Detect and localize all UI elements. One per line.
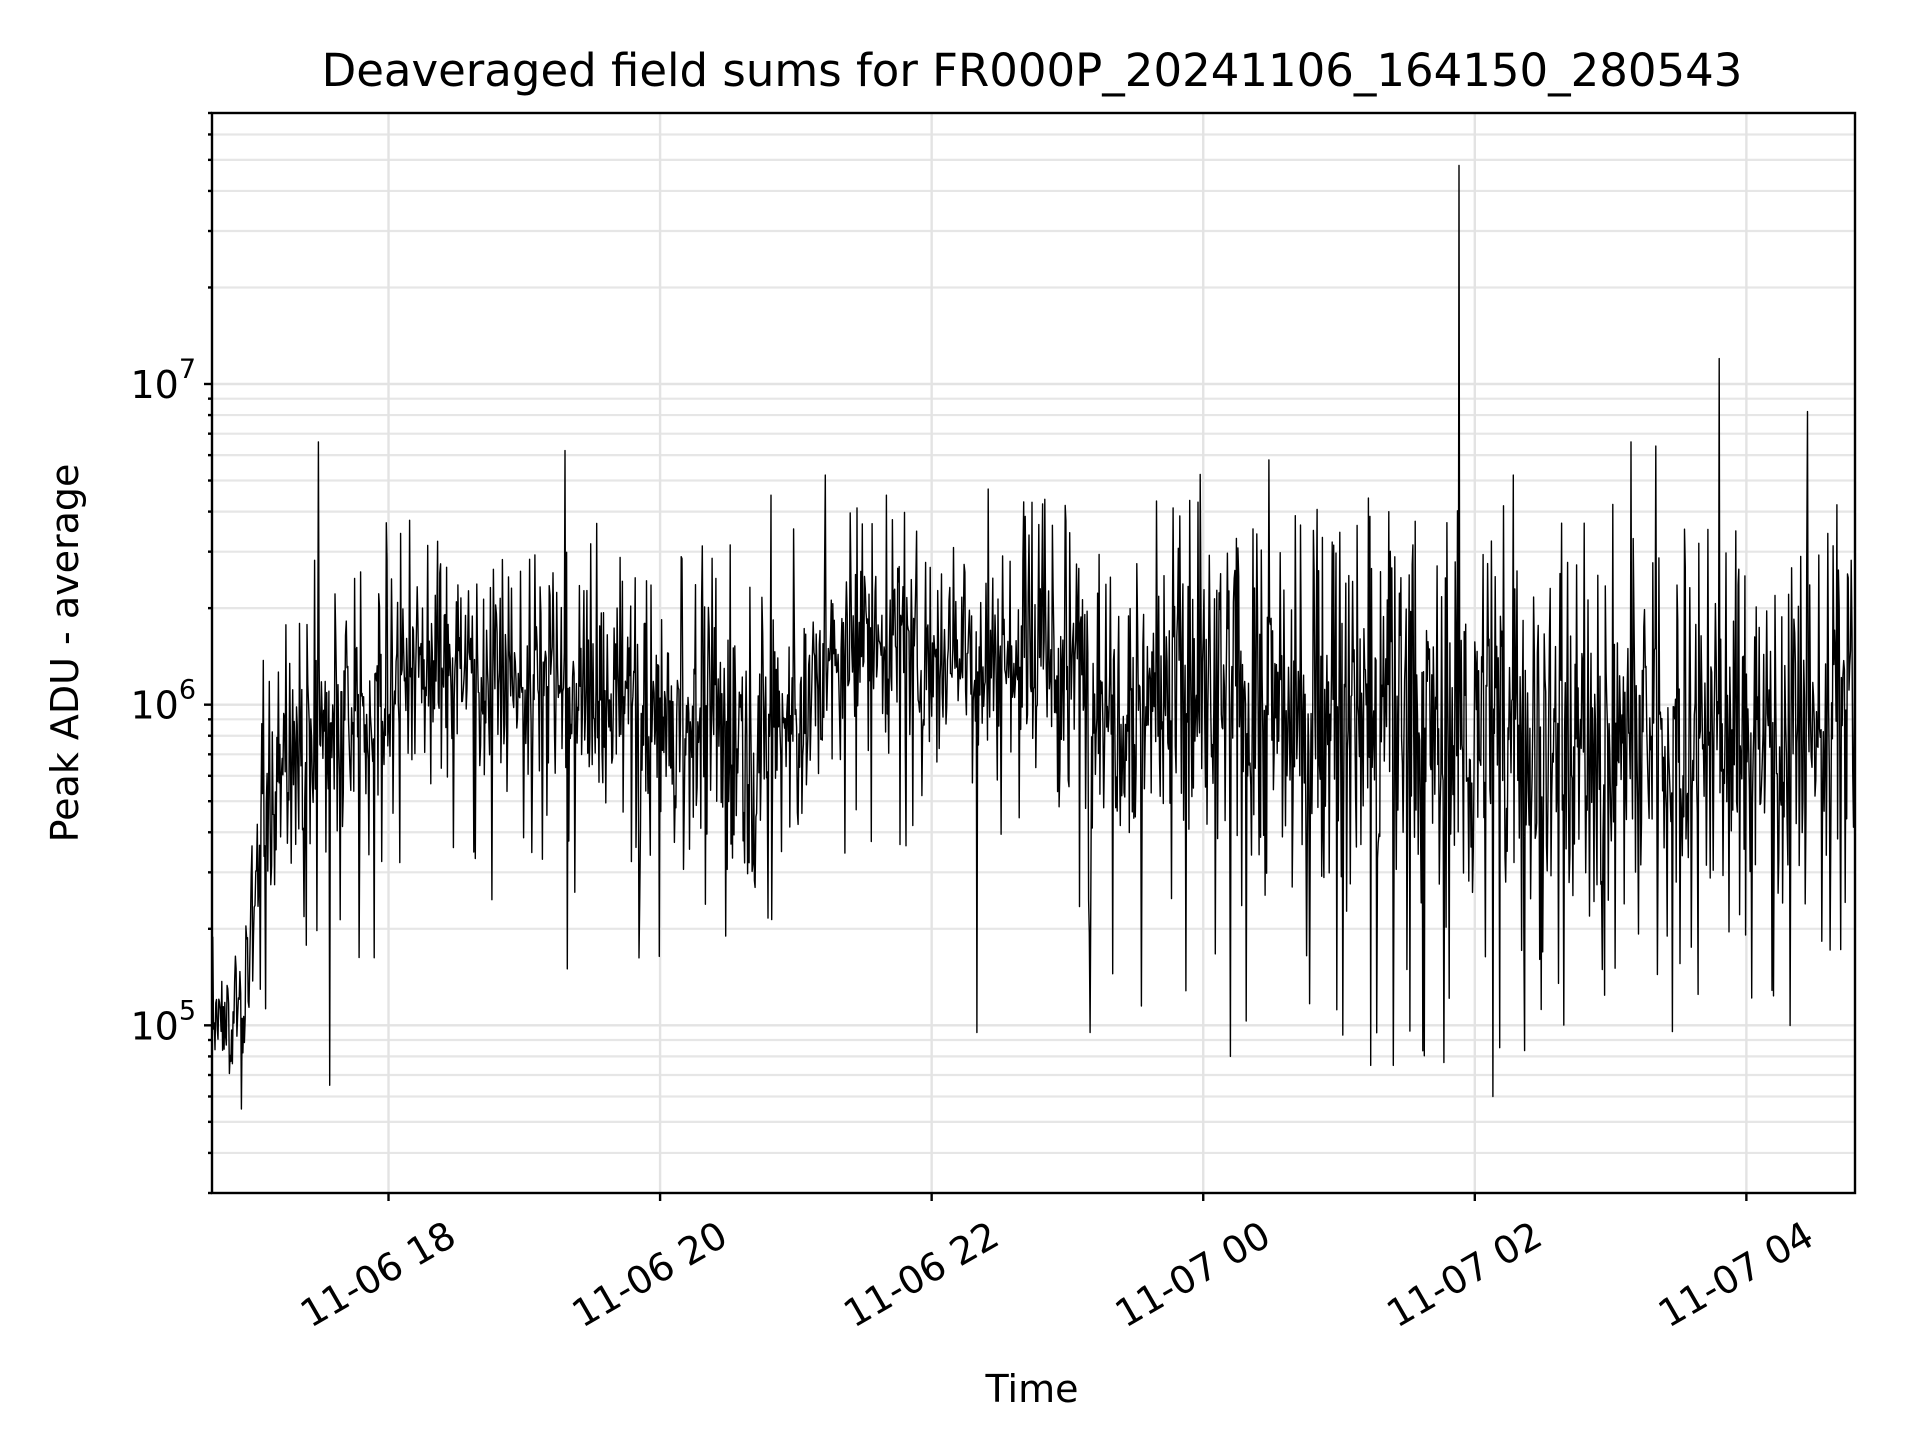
plot-area bbox=[211, 164, 1856, 1110]
y-tick-label: 105 bbox=[130, 995, 196, 1048]
grid bbox=[212, 111, 1855, 1195]
y-tick-exponent: 6 bbox=[179, 675, 196, 706]
plot-frame bbox=[210, 111, 1857, 1195]
y-tick-exponent: 7 bbox=[179, 354, 196, 385]
y-tick-base: 10 bbox=[130, 363, 178, 407]
series-line bbox=[211, 164, 1856, 1110]
y-tick-base: 10 bbox=[130, 684, 178, 728]
y-tick-base: 10 bbox=[130, 1004, 178, 1048]
chart-title: Deaveraged field sums for FR000P_2024110… bbox=[322, 44, 1743, 97]
y-tick-label: 107 bbox=[130, 354, 196, 407]
x-axis-label: Time bbox=[985, 1367, 1079, 1411]
y-tick-label: 106 bbox=[130, 675, 196, 728]
y-tick-exponent: 5 bbox=[179, 995, 196, 1026]
y-axis-label: Peak ADU - average bbox=[43, 464, 87, 843]
